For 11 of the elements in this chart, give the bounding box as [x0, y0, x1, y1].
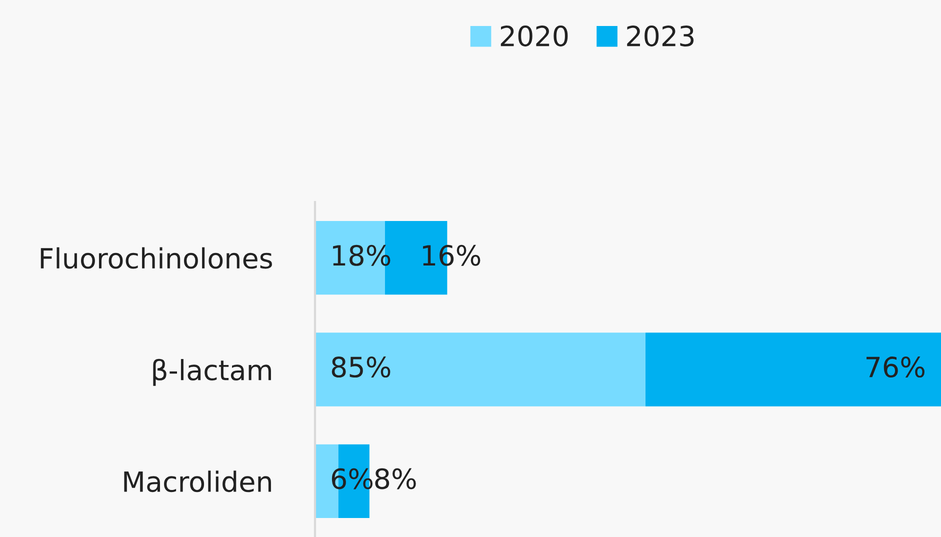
y-tick-label: Macroliden	[124, 470, 271, 492]
bar	[645, 332, 941, 406]
legend-label: 2020	[500, 25, 568, 46]
legend-label: 2023	[627, 25, 694, 46]
data-label: 76%	[866, 356, 924, 378]
y-tick-label: Fluorochinolones	[40, 247, 272, 269]
bar	[315, 332, 646, 406]
data-label: 18%	[333, 244, 390, 266]
data-label: 8%	[375, 468, 416, 490]
data-label: 85%	[332, 356, 390, 378]
y-tick-label: β-lactam	[153, 358, 271, 386]
